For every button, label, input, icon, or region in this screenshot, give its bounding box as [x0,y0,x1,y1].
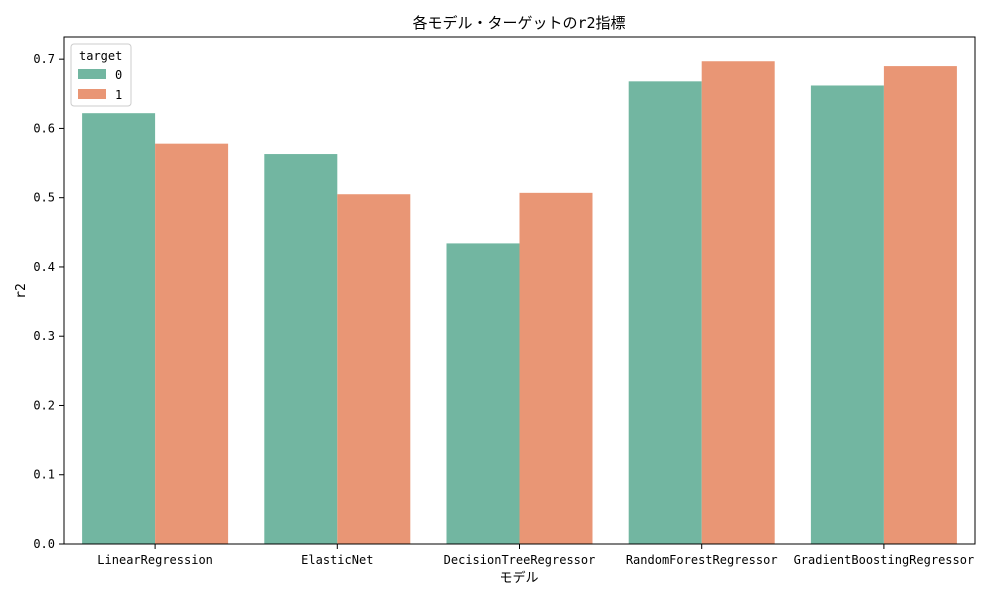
legend-swatch-1 [78,89,106,99]
y-tick-label: 0.0 [33,537,55,551]
x-tick-label: GradientBoostingRegressor [794,553,975,567]
bar-GradientBoostingRegressor-target-1 [883,66,957,545]
x-axis: LinearRegression ElasticNet DecisionTreeRe… [97,544,974,567]
chart-title: 各モデル・ターゲットのr2指標 [412,14,625,32]
y-tick-label: 0.3 [33,329,55,343]
x-axis-label: モデル [499,570,538,586]
bar-LinearRegression-target-0 [82,113,156,544]
bars-group [82,61,957,545]
legend-label-0: 0 [115,68,122,82]
legend-swatch-0 [78,69,106,79]
y-tick-label: 0.1 [33,468,55,482]
legend-title: target [79,49,122,63]
x-tick-label: DecisionTreeRegressor [444,553,596,567]
legend: target 0 1 [70,43,132,107]
bar-ElasticNet-target-0 [264,154,338,544]
bar-GradientBoostingRegressor-target-0 [810,85,884,544]
x-tick-label: ElasticNet [301,553,373,567]
x-tick-label: LinearRegression [97,553,213,567]
y-tick-label: 0.2 [33,398,55,412]
x-tick-label: RandomForestRegressor [626,553,778,567]
bar-LinearRegression-target-1 [155,143,229,544]
bar-RandomForestRegressor-target-1 [701,61,775,545]
bar-DecisionTreeRegressor-target-1 [519,192,593,545]
y-tick-label: 0.6 [33,121,55,135]
y-tick-label: 0.7 [33,52,55,66]
y-tick-label: 0.4 [33,260,55,274]
y-axis-label: r2 [14,283,29,299]
y-axis: 0.0 0.1 0.2 0.3 0.4 0.5 0.6 0.7 [33,52,64,551]
bar-DecisionTreeRegressor-target-0 [446,243,520,544]
legend-label-1: 1 [115,88,122,102]
bar-RandomForestRegressor-target-0 [628,81,702,544]
bar-ElasticNet-target-1 [337,194,411,544]
y-tick-label: 0.5 [33,191,55,205]
